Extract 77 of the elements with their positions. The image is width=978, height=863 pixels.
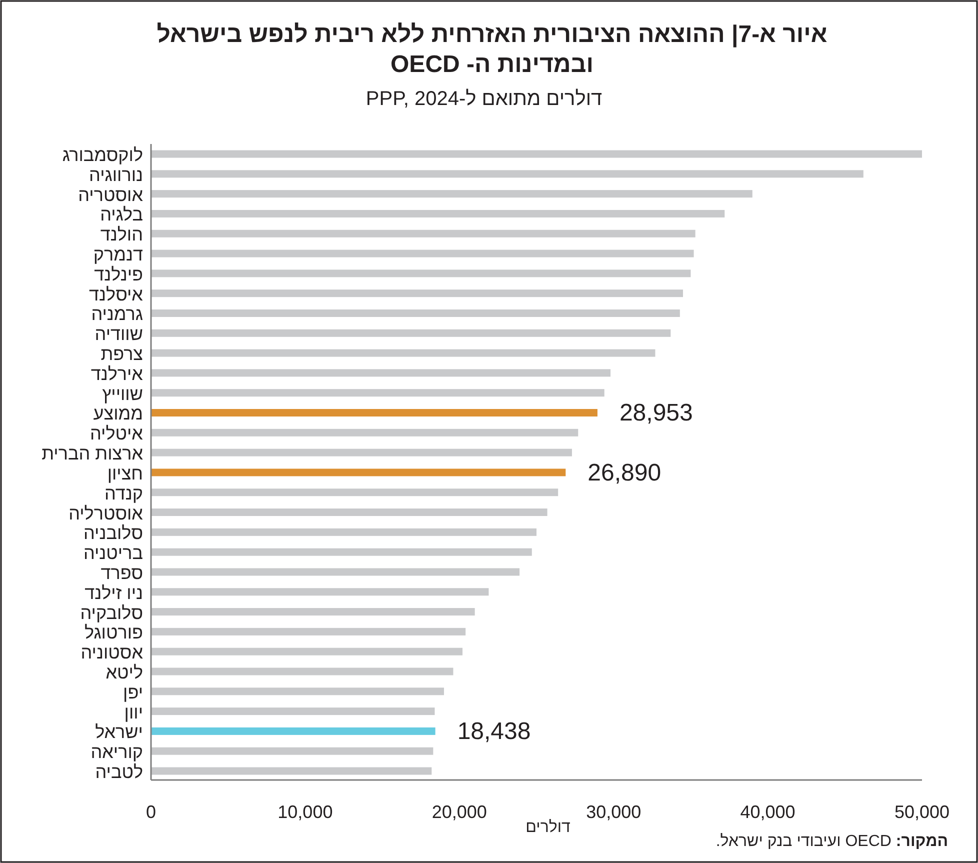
y-tick-label: חציון (107, 463, 143, 484)
bar (151, 767, 432, 775)
text: המקור: OECD ועיבודי בנק ישראל. (716, 832, 948, 850)
data-label: 26,890 (588, 459, 662, 486)
bar (151, 468, 566, 476)
y-tick-label: סלובקיה (80, 602, 143, 623)
y-tick-label: פורטוגל (84, 622, 143, 643)
y-tick-label: סלובניה (83, 523, 143, 544)
y-tick-label: ארצות הברית (42, 444, 144, 464)
bar (151, 568, 520, 576)
x-tick-label: 20,000 (432, 802, 487, 822)
chart-title: איור א-7| ההוצאה הציבורית האזרחית ללא ריבית לנפש בישראל ובמדינות ה- OECD (156, 21, 828, 78)
chart-subtitle: דולרים מתואם ל-PPP, 2024 (366, 88, 602, 110)
x-tick-label: 10,000 (278, 802, 333, 822)
y-tick-label: שווייץ (102, 384, 143, 404)
bar (151, 349, 656, 357)
y-tick-label: בריטניה (83, 543, 144, 564)
y-tick-label: ספרד (100, 562, 143, 583)
y-tick-label: פינלנד (94, 264, 143, 284)
y-tick-label: גרמניה (91, 304, 144, 324)
y-tick-label: איטליה (90, 424, 144, 444)
bar (151, 210, 725, 218)
bar (151, 488, 558, 496)
y-tick-label: אסטוניה (80, 642, 144, 663)
bar (151, 548, 532, 556)
bar (151, 528, 536, 536)
data-label: 28,953 (619, 400, 693, 427)
bar (151, 309, 680, 317)
y-tick-label: לוקסמבורג (62, 145, 143, 165)
y-tick-label: אוסטרליה (68, 503, 144, 524)
bar (151, 170, 864, 178)
y-tick-label: ליטא (106, 662, 143, 682)
bar (151, 688, 444, 696)
bar (151, 428, 578, 436)
x-tick-label: 40,000 (740, 802, 796, 822)
y-tick-label: אוסטריה (78, 184, 144, 205)
y-tick-label: לטביה (95, 762, 143, 782)
bar (151, 747, 434, 755)
bar (151, 369, 611, 377)
bar (151, 508, 548, 516)
bar (151, 150, 922, 158)
y-tick-label: ניו זילנד (84, 582, 143, 603)
bar (151, 290, 683, 298)
bar (151, 608, 475, 616)
bar (151, 389, 604, 397)
bar (151, 329, 671, 337)
x-tick-label: 30,000 (586, 802, 642, 822)
y-tick-label: ממוצע (93, 404, 143, 424)
y-tick-label: קוריאה (90, 742, 143, 762)
bar (151, 448, 572, 456)
y-tick-label: נורווגיה (89, 164, 143, 185)
y-tick-label: קנדה (104, 483, 143, 504)
data-label: 18,438 (457, 718, 531, 746)
bar (151, 230, 696, 238)
y-tick-label: איסלנד (89, 284, 144, 304)
x-axis-title: דולרים (526, 818, 570, 836)
y-tick-label: שוודיה (94, 324, 143, 344)
y-tick-label: יפן (123, 682, 143, 702)
x-tick-label: 0 (146, 802, 156, 822)
x-tick-label: 50,000 (894, 802, 950, 822)
bar (151, 648, 462, 656)
y-tick-label: הולנד (100, 224, 143, 245)
bar (151, 588, 489, 596)
bar (151, 408, 598, 416)
y-tick-label: דנמרק (93, 244, 144, 265)
bar (151, 628, 466, 636)
bar (151, 250, 694, 258)
y-tick-label: בלגיה (100, 204, 144, 225)
y-tick-label: יוון (124, 702, 143, 722)
y-tick-label: ישראל (95, 722, 143, 742)
y-tick-label: צרפת (100, 344, 144, 364)
bar (151, 270, 691, 278)
bar (151, 727, 436, 735)
bar (151, 708, 435, 716)
bar (151, 668, 454, 676)
bar (151, 190, 752, 198)
y-tick-label: אירלנד (90, 364, 144, 384)
